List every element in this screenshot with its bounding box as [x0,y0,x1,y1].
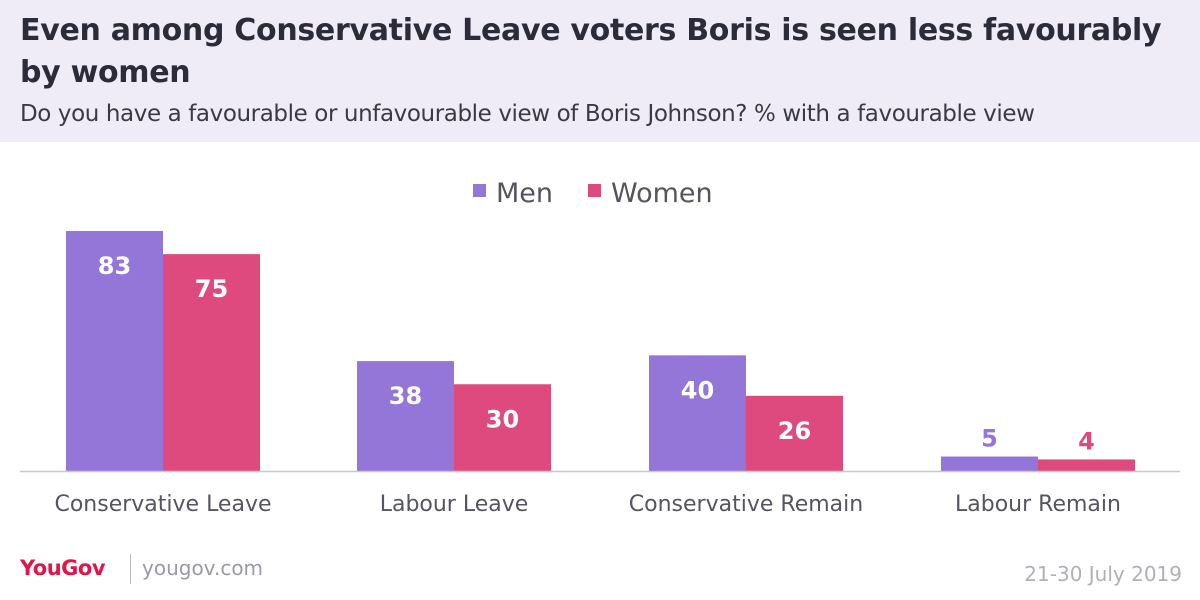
yougov-logo: YouGov [20,556,106,580]
category-label-0: Conservative Leave [54,492,271,517]
category-label-3: Labour Remain [955,492,1121,517]
legend-swatch-women [588,184,601,197]
value-label-men-0: 83 [98,252,131,280]
value-label-women-2: 26 [778,417,811,445]
bar-chart: Men Women 83 75 Conservative Leave 38 30 Labour… [20,178,1180,517]
footer-site: yougov.com [142,556,264,580]
chart-title: Even among Conservative Leave voters Bor… [20,13,1162,90]
bar-women-3 [1038,459,1135,471]
category-label-1: Labour Leave [380,492,529,517]
category-label-2: Conservative Remain [629,492,863,517]
bar-women-1 [454,384,551,471]
bar-men-0 [66,231,163,471]
header-band: Even among Conservative Leave voters Bor… [0,0,1200,142]
legend-label-women: Women [611,178,713,209]
value-label-women-1: 30 [486,405,519,433]
value-label-men-1: 38 [389,382,422,410]
legend-swatch-men [473,184,486,197]
chart-subtitle: Do you have a favourable or unfavourable… [20,101,1035,127]
bar-women-0 [163,254,260,471]
legend-label-men: Men [496,178,553,209]
footer-divider [130,554,131,584]
value-label-women-3: 4 [1078,427,1095,455]
value-label-men-3: 5 [981,425,998,453]
bar-men-1 [357,361,454,471]
bar-men-2 [649,355,746,471]
value-label-men-2: 40 [681,376,714,404]
footer-date: 21-30 July 2019 [1024,562,1182,586]
bar-men-3 [941,456,1038,471]
bar-women-2 [746,395,843,471]
value-label-women-0: 75 [195,275,228,303]
